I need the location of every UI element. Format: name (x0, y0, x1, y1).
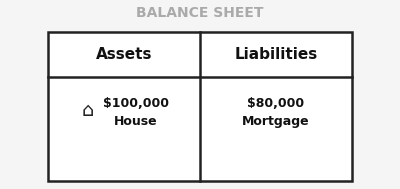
Text: Liabilities: Liabilities (234, 47, 318, 62)
Text: BALANCE SHEET: BALANCE SHEET (136, 6, 264, 20)
Text: House: House (114, 115, 158, 128)
Text: Assets: Assets (96, 47, 152, 62)
Text: $80,000: $80,000 (248, 97, 304, 109)
FancyBboxPatch shape (48, 32, 352, 181)
Text: $100,000: $100,000 (103, 97, 169, 109)
Text: ⌂: ⌂ (82, 101, 94, 120)
Text: Mortgage: Mortgage (242, 115, 310, 128)
